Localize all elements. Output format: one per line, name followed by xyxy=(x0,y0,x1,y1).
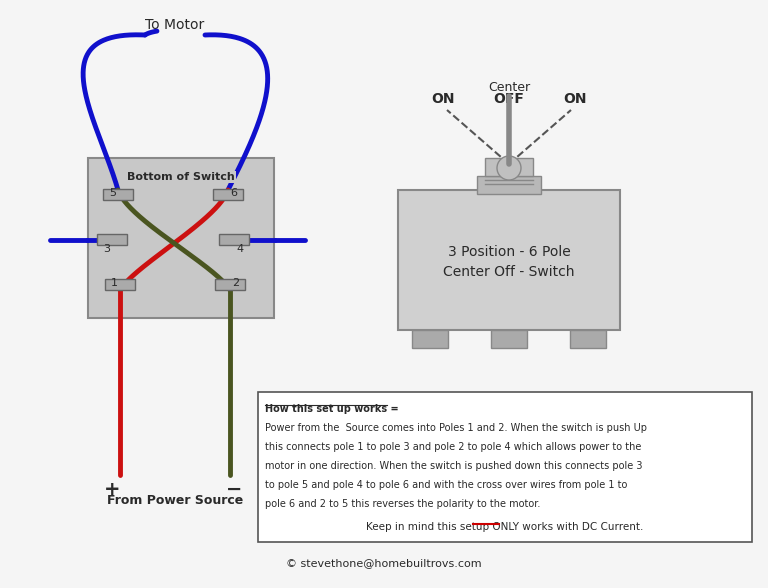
Bar xyxy=(412,330,448,348)
Bar xyxy=(97,234,127,245)
Bar xyxy=(485,158,533,176)
Text: OFF: OFF xyxy=(494,92,525,106)
Text: Power from the  Source comes into Poles 1 and 2. When the switch is push Up: Power from the Source comes into Poles 1… xyxy=(265,423,647,433)
Bar xyxy=(103,189,133,200)
Text: Keep in mind this setup ONLY works with DC Current.: Keep in mind this setup ONLY works with … xyxy=(366,522,644,532)
Bar xyxy=(105,279,135,290)
Text: 3: 3 xyxy=(103,244,110,254)
Bar xyxy=(88,158,274,318)
Bar xyxy=(258,392,752,542)
Bar xyxy=(491,330,527,348)
Text: Center Off - Switch: Center Off - Switch xyxy=(443,265,574,279)
Text: pole 6 and 2 to 5 this reverses the polarity to the motor.: pole 6 and 2 to 5 this reverses the pola… xyxy=(265,499,541,509)
Text: To Motor: To Motor xyxy=(145,18,204,32)
Text: ON: ON xyxy=(432,92,455,106)
Bar xyxy=(398,190,620,330)
Text: How this set up works =: How this set up works = xyxy=(265,404,399,414)
Bar xyxy=(215,279,245,290)
Text: 5: 5 xyxy=(109,188,116,198)
Text: Center: Center xyxy=(488,81,530,94)
Bar xyxy=(213,189,243,200)
Text: this connects pole 1 to pole 3 and pole 2 to pole 4 which allows power to the: this connects pole 1 to pole 3 and pole … xyxy=(265,442,641,452)
Text: motor in one direction. When the switch is pushed down this connects pole 3: motor in one direction. When the switch … xyxy=(265,461,643,471)
Text: 1: 1 xyxy=(111,278,118,288)
Text: 2: 2 xyxy=(232,278,239,288)
Bar xyxy=(219,234,249,245)
Text: 6: 6 xyxy=(230,188,237,198)
Text: −: − xyxy=(226,480,242,499)
Text: © stevethone@homebuiltrovs.com: © stevethone@homebuiltrovs.com xyxy=(286,558,482,568)
Text: 3 Position - 6 Pole: 3 Position - 6 Pole xyxy=(448,245,571,259)
Text: Bottom of Switch: Bottom of Switch xyxy=(127,172,235,182)
Text: +: + xyxy=(104,480,121,499)
Bar xyxy=(477,176,541,194)
Bar xyxy=(570,330,606,348)
Text: ON: ON xyxy=(563,92,587,106)
Text: to pole 5 and pole 4 to pole 6 and with the cross over wires from pole 1 to: to pole 5 and pole 4 to pole 6 and with … xyxy=(265,480,627,490)
Text: 4: 4 xyxy=(236,244,243,254)
Text: From Power Source: From Power Source xyxy=(107,494,243,507)
Circle shape xyxy=(497,156,521,180)
